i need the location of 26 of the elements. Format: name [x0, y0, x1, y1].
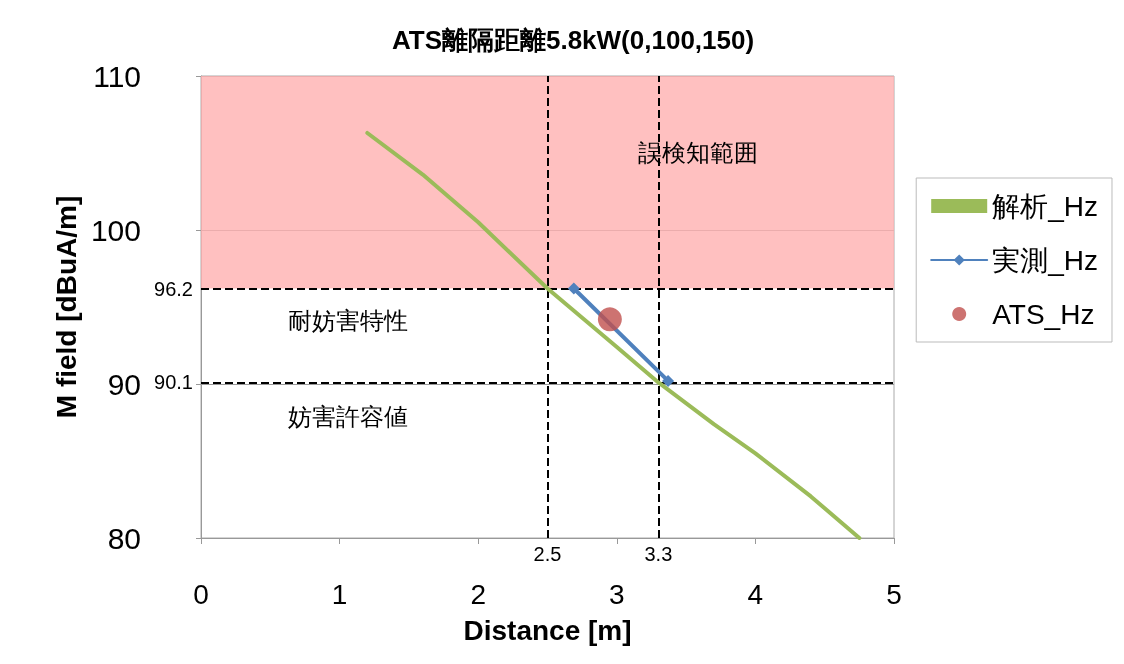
- x-tick-label: 5: [886, 578, 902, 610]
- x-tick-label: 0: [193, 578, 209, 610]
- band-label: 誤検知範囲: [637, 138, 758, 166]
- point: [567, 282, 580, 295]
- x-tick-label: 1: [331, 578, 348, 610]
- point: [597, 307, 622, 332]
- x-tick-label: 4: [747, 578, 764, 610]
- annotation: 妨害許容値: [288, 402, 408, 430]
- legend-label: 解析_Hz: [992, 190, 1098, 222]
- legend-label: ATS_Hz: [992, 298, 1095, 330]
- y-tick-label: 90: [107, 367, 141, 401]
- x-tick-label: 3: [609, 578, 625, 610]
- y-axis-title: M field [dBuA/m]: [50, 195, 82, 419]
- y-tick-label: 80: [107, 521, 141, 555]
- annotation: 耐妨害特性: [288, 306, 408, 334]
- ref-line-label: 3.3: [644, 543, 673, 565]
- ref-line-label: 90.1: [154, 371, 193, 394]
- chart-title: ATS離隔距離5.8kW(0,100,150): [391, 25, 755, 55]
- y-tick-label: 110: [93, 59, 141, 93]
- point: [662, 374, 675, 387]
- legend-label: 実測_Hz: [992, 244, 1098, 276]
- x-tick-label: 2: [470, 578, 486, 610]
- ref-line-label: 2.5: [533, 543, 562, 565]
- x-axis-title: Distance [m]: [463, 614, 632, 646]
- ref-line-label: 96.2: [154, 277, 193, 300]
- y-tick-label: 100: [90, 213, 141, 247]
